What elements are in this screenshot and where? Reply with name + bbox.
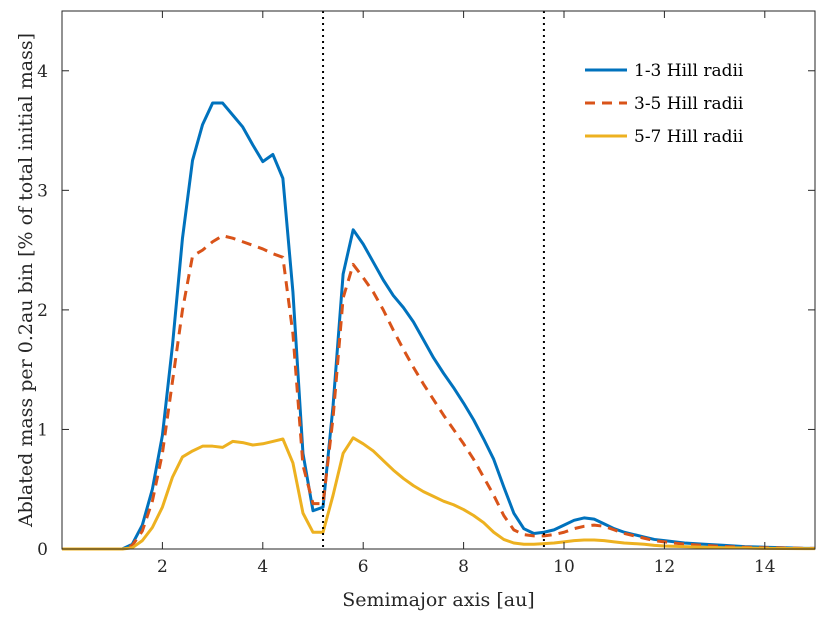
y-tick-label: 2 bbox=[37, 301, 48, 321]
series-layer bbox=[62, 101, 815, 551]
x-tick-label: 4 bbox=[257, 557, 268, 577]
y-tick-label: 3 bbox=[37, 181, 48, 201]
y-tick-label: 1 bbox=[37, 420, 48, 440]
x-tick-label: 8 bbox=[458, 557, 469, 577]
legend-label-1-3: 1-3 Hill radii bbox=[634, 61, 744, 81]
y-tick-label: 0 bbox=[37, 540, 48, 560]
series-line-3-5-hill-radii bbox=[62, 234, 815, 551]
legend-label-5-7: 5-7 Hill radii bbox=[634, 127, 744, 147]
series-line-5-7-hill-radii bbox=[62, 436, 815, 551]
legend-label-3-5: 3-5 Hill radii bbox=[634, 94, 744, 114]
y-axis-label: Ablated mass per 0.2au bin [% of total i… bbox=[15, 33, 37, 528]
x-axis-label: Semimajor axis [au] bbox=[342, 589, 534, 611]
x-tick-label: 2 bbox=[157, 557, 168, 577]
x-tick-label: 14 bbox=[754, 557, 776, 577]
legend: 1-3 Hill radii 3-5 Hill radii 5-7 Hill r… bbox=[578, 50, 768, 155]
x-tick-label: 12 bbox=[654, 557, 676, 577]
x-tick-label: 10 bbox=[553, 557, 575, 577]
x-tick-label: 6 bbox=[358, 557, 369, 577]
axes-box bbox=[61, 10, 816, 550]
y-tick-label: 4 bbox=[37, 62, 48, 82]
